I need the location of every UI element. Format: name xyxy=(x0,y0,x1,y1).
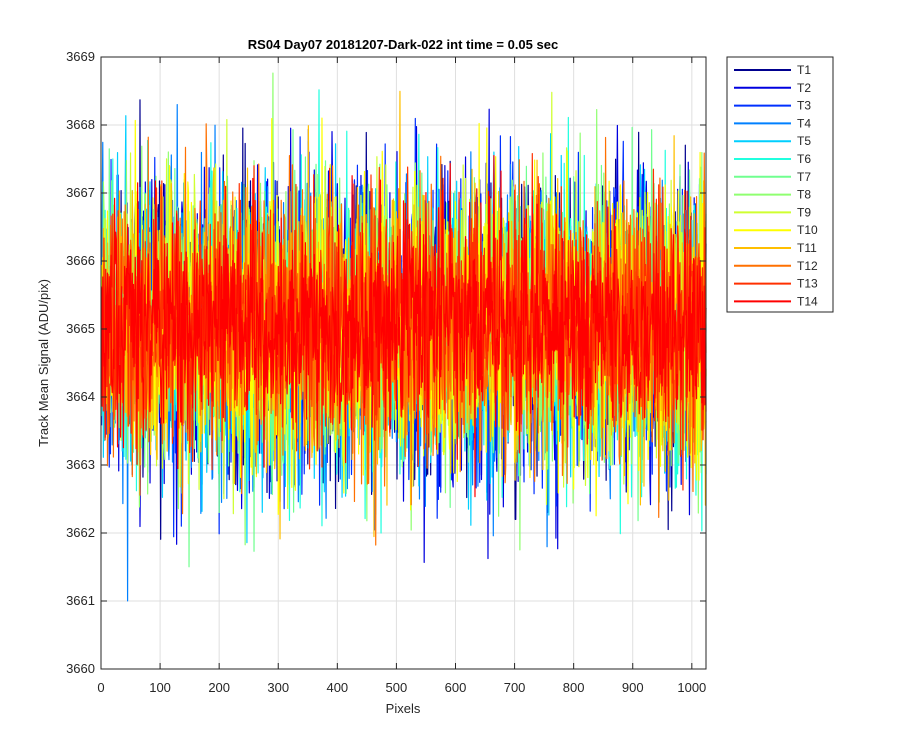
y-tick-label: 3664 xyxy=(66,389,95,404)
legend-label: T7 xyxy=(797,170,811,184)
x-tick-label: 600 xyxy=(445,680,467,695)
legend-label: T3 xyxy=(797,99,811,113)
legend-label: T6 xyxy=(797,152,811,166)
legend-label: T9 xyxy=(797,205,811,219)
x-tick-label: 200 xyxy=(208,680,230,695)
legend-box xyxy=(726,56,834,313)
x-tick-label: 700 xyxy=(504,680,526,695)
chart-legend: T1 T2 T3 T4 T5 T6 T7 T8 T9 T10 T11 T12 T13 T14 xyxy=(726,56,834,313)
legend-label: T5 xyxy=(797,134,811,148)
y-tick-label: 3661 xyxy=(66,593,95,608)
plot-axes: 0 100 200 300 400 500 600 700 800 900 1000 3660 3661… xyxy=(66,49,707,695)
legend-label: T10 xyxy=(797,223,818,237)
y-tick-label: 3662 xyxy=(66,525,95,540)
legend-label: T8 xyxy=(797,188,811,202)
legend-label: T14 xyxy=(797,294,818,308)
legend-label: T13 xyxy=(797,277,818,291)
legend-label: T11 xyxy=(797,241,817,255)
legend-label: T1 xyxy=(797,63,811,77)
series-line-t14 xyxy=(100,155,707,498)
x-axis-label: Pixels xyxy=(386,701,421,716)
y-tick-label: 3666 xyxy=(66,253,95,268)
y-tick-label: 3667 xyxy=(66,185,95,200)
legend-label: T2 xyxy=(797,81,811,95)
legend-label: T12 xyxy=(797,259,818,273)
x-tick-label: 500 xyxy=(386,680,408,695)
x-tick-label: 1000 xyxy=(677,680,706,695)
series-lines xyxy=(100,72,707,602)
y-tick-label: 3668 xyxy=(66,117,95,132)
y-tick-label: 3669 xyxy=(66,49,95,64)
y-tick-label: 3665 xyxy=(66,321,95,336)
x-tick-label: 800 xyxy=(563,680,585,695)
x-tick-label: 400 xyxy=(326,680,348,695)
x-tick-label: 300 xyxy=(267,680,289,695)
y-tick-label: 3660 xyxy=(66,661,95,676)
chart-title: RS04 Day07 20181207-Dark-022 int time = … xyxy=(248,37,558,52)
x-tick-label: 0 xyxy=(97,680,104,695)
axis-ticks: 0 100 200 300 400 500 600 700 800 900 1000 3660 3661… xyxy=(66,49,706,695)
x-tick-label: 900 xyxy=(622,680,644,695)
legend-label: T4 xyxy=(797,116,811,130)
y-tick-label: 3663 xyxy=(66,457,95,472)
x-tick-label: 100 xyxy=(149,680,171,695)
y-axis-label: Track Mean Signal (ADU/pix) xyxy=(36,279,51,447)
plot-frame xyxy=(100,56,707,670)
